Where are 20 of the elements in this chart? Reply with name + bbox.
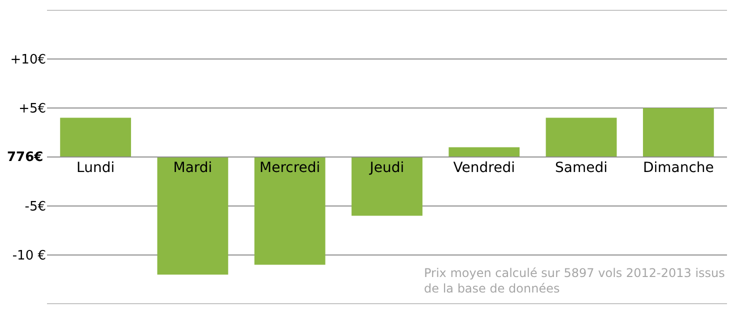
bar <box>642 108 714 157</box>
x-tick-label: Mardi <box>173 160 212 176</box>
bar <box>448 147 520 157</box>
bar <box>254 157 326 265</box>
bar <box>157 157 228 275</box>
bar <box>352 157 422 216</box>
x-tick-label: Dimanche <box>642 160 714 176</box>
x-tick-label: Lundi <box>76 160 115 176</box>
x-tick-label: Vendredi <box>453 160 515 176</box>
bar <box>546 118 617 157</box>
y-tick-label: -10 € <box>12 248 46 264</box>
y-tick-label: +10€ <box>10 52 46 68</box>
ref-line-label: 776€ <box>7 150 44 165</box>
x-tick-label: Mercredi <box>260 160 320 176</box>
bar <box>60 118 132 157</box>
annotation: Prix moyen calculé sur 5897 vols 2012-2013 issus de la base de données <box>424 266 725 296</box>
y-tick-label: -5€ <box>24 200 46 215</box>
y-tick-label: +5€ <box>18 102 46 117</box>
x-tick-label: Jeudi <box>368 160 404 176</box>
x-tick-label: Samedi <box>555 160 608 176</box>
